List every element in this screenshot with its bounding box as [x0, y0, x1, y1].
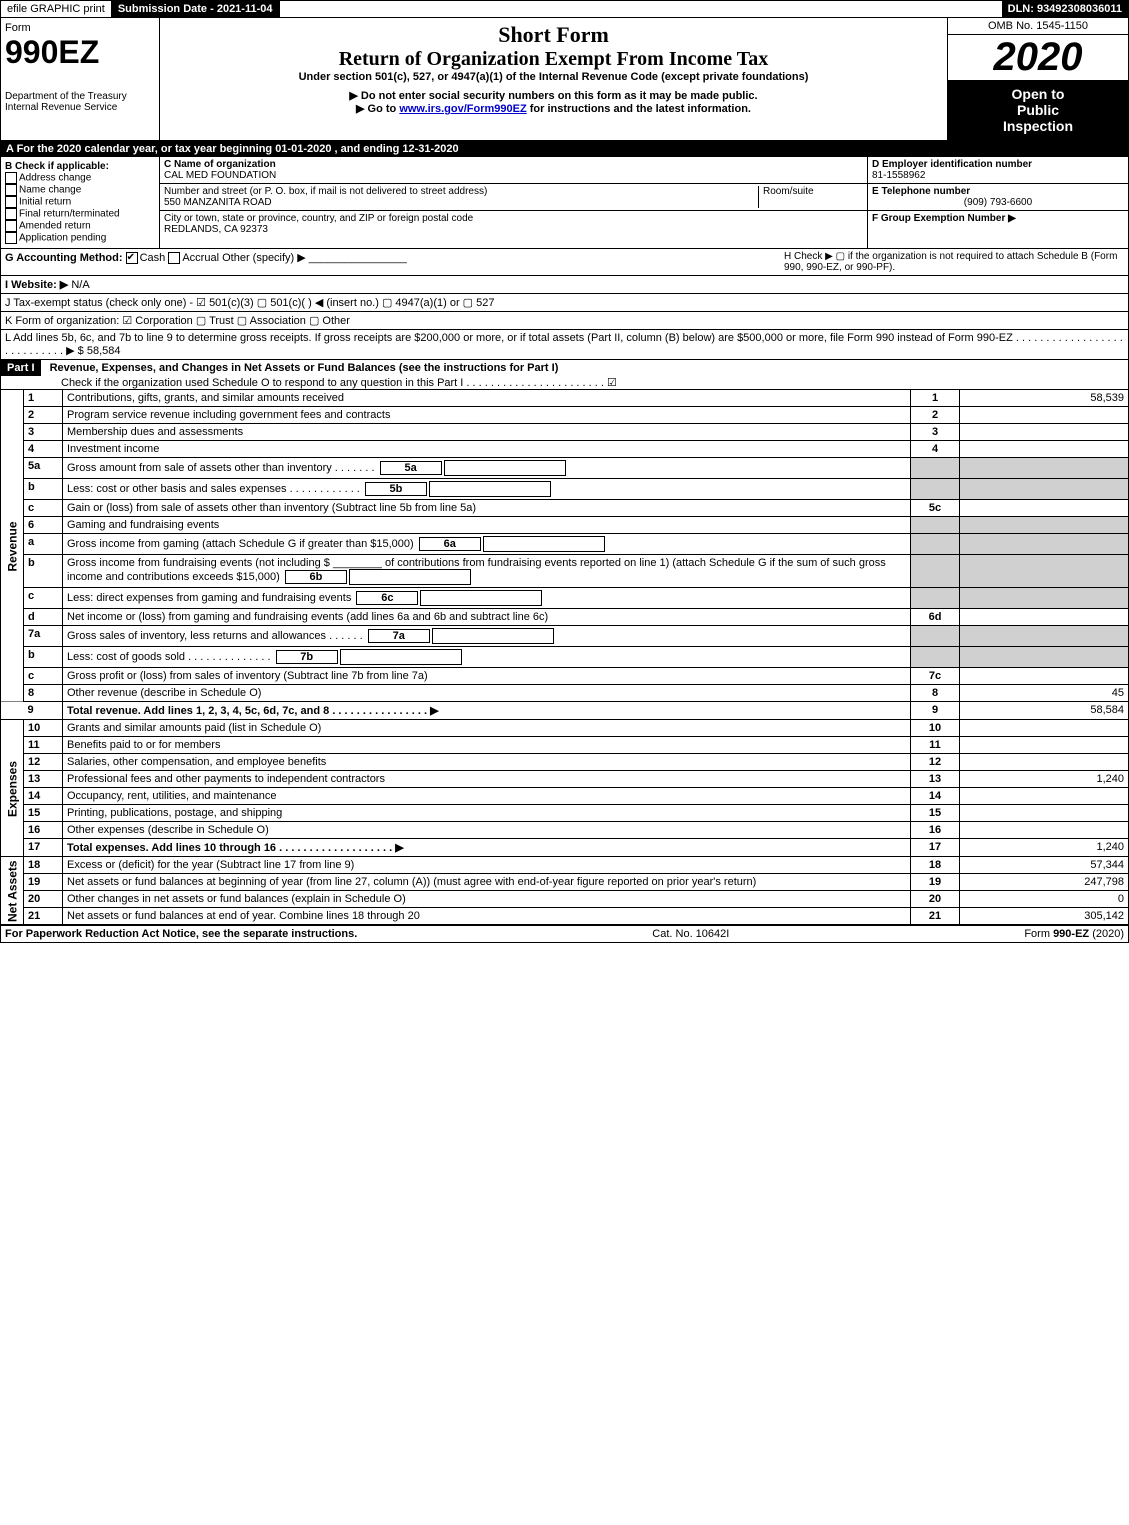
top-bar: efile GRAPHIC print Submission Date - 20… — [0, 0, 1129, 18]
e-phone-block: E Telephone number (909) 793-6600 — [868, 184, 1128, 211]
phone-value: (909) 793-6600 — [872, 197, 1124, 208]
g-h-row: G Accounting Method: Cash Accrual Other … — [0, 249, 1129, 276]
form-header: Form 990EZ Department of the Treasury In… — [0, 18, 1129, 141]
dept-treasury: Department of the Treasury — [5, 91, 155, 102]
open-to-public: Open to Public Inspection — [948, 80, 1128, 140]
footer-right: Form 990-EZ (2020) — [1024, 928, 1124, 940]
h-schedule-b: H Check ▶ ▢ if the organization is not r… — [784, 251, 1124, 273]
tax-year: 2020 — [948, 35, 1128, 80]
j-tax-exempt: J Tax-exempt status (check only one) - ☑… — [0, 294, 1129, 312]
checkbox-accrual[interactable] — [168, 252, 180, 264]
part-1-title: Revenue, Expenses, and Changes in Net As… — [50, 362, 559, 374]
d-ein-block: D Employer identification number 81-1558… — [868, 157, 1128, 184]
title-return: Return of Organization Exempt From Incom… — [164, 48, 943, 71]
page-footer: For Paperwork Reduction Act Notice, see … — [0, 925, 1129, 943]
k-form-of-org: K Form of organization: ☑ Corporation ▢ … — [0, 312, 1129, 330]
b-title: B Check if applicable: — [5, 161, 109, 172]
line-a-tax-year: A For the 2020 calendar year, or tax yea… — [0, 141, 1129, 157]
revenue-vertical-label: Revenue — [1, 390, 24, 702]
checkbox-application-pending[interactable] — [5, 232, 17, 244]
part-1-label: Part I — [1, 360, 41, 376]
omb-number: OMB No. 1545-1150 — [948, 18, 1128, 35]
i-website: I Website: ▶ N/A — [0, 276, 1129, 294]
footer-left: For Paperwork Reduction Act Notice, see … — [5, 928, 357, 940]
part-1-header-row: Part I Revenue, Expenses, and Changes in… — [0, 360, 1129, 390]
entity-right: D Employer identification number 81-1558… — [867, 157, 1128, 248]
l-gross-receipts: L Add lines 5b, 6c, and 7b to line 9 to … — [0, 330, 1129, 360]
city-block: City or town, state or province, country… — [160, 211, 867, 237]
l-amount: $ 58,584 — [78, 345, 121, 357]
lines-table: Revenue 1Contributions, gifts, grants, a… — [0, 390, 1129, 925]
footer-center: Cat. No. 10642I — [652, 928, 729, 940]
checkbox-cash[interactable] — [126, 252, 138, 264]
entity-block: B Check if applicable: Address change Na… — [0, 157, 1129, 249]
dln-label: DLN: 93492308036011 — [1002, 1, 1128, 17]
header-center: Short Form Return of Organization Exempt… — [160, 18, 947, 140]
checkbox-initial-return[interactable] — [5, 196, 17, 208]
net-assets-vertical-label: Net Assets — [1, 857, 24, 925]
section-b-checkboxes: B Check if applicable: Address change Na… — [1, 157, 160, 248]
f-group-exemption: F Group Exemption Number ▶ — [868, 211, 1128, 226]
org-address: 550 MANZANITA ROAD — [164, 197, 272, 208]
checkbox-name-change[interactable] — [5, 184, 17, 196]
org-city: REDLANDS, CA 92373 — [164, 224, 268, 235]
dept-irs: Internal Revenue Service — [5, 102, 155, 113]
form-word: Form — [5, 22, 155, 34]
entity-center: C Name of organization CAL MED FOUNDATIO… — [160, 157, 867, 248]
c-name-block: C Name of organization CAL MED FOUNDATIO… — [160, 157, 867, 184]
under-section: Under section 501(c), 527, or 4947(a)(1)… — [164, 71, 943, 83]
checkbox-final-return[interactable] — [5, 208, 17, 220]
ein-value: 81-1558962 — [872, 170, 925, 181]
g-accounting-method: G Accounting Method: Cash Accrual Other … — [5, 251, 784, 273]
irs-link[interactable]: www.irs.gov/Form990EZ — [399, 103, 526, 115]
header-right: OMB No. 1545-1150 2020 Open to Public In… — [947, 18, 1128, 140]
checkbox-address-change[interactable] — [5, 172, 17, 184]
title-short-form: Short Form — [164, 22, 943, 48]
dont-enter-ssn: ▶ Do not enter social security numbers o… — [164, 89, 943, 102]
form-left: Form 990EZ Department of the Treasury In… — [1, 18, 160, 140]
org-name: CAL MED FOUNDATION — [164, 170, 276, 181]
part-1-sub: Check if the organization used Schedule … — [1, 377, 617, 389]
expenses-vertical-label: Expenses — [1, 720, 24, 857]
goto-line: ▶ Go to www.irs.gov/Form990EZ for instru… — [164, 102, 943, 115]
room-suite: Room/suite — [758, 186, 863, 208]
efile-label: efile GRAPHIC print — [1, 1, 112, 17]
addr-block: Number and street (or P. O. box, if mail… — [160, 184, 867, 211]
submission-date: Submission Date - 2021-11-04 — [112, 1, 280, 17]
checkbox-amended-return[interactable] — [5, 220, 17, 232]
form-number: 990EZ — [5, 34, 155, 71]
